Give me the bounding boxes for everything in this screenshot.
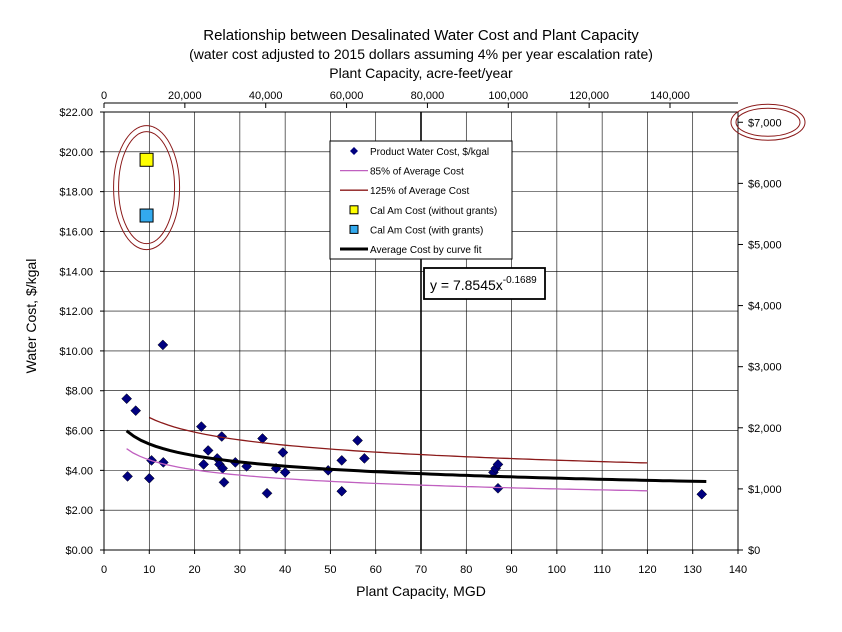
y-tick-label: $10.00	[59, 346, 93, 358]
x2-tick-label: 60,000	[330, 90, 364, 102]
x-axis-label: Plant Capacity, MGD	[356, 583, 486, 599]
x-tick-label: 40	[279, 564, 291, 576]
x-tick-label: 140	[729, 564, 747, 576]
y-axis-label: Water Cost, $/kgal	[23, 259, 39, 374]
plot-series	[121, 152, 708, 500]
y2-tick-label: $7,000	[748, 117, 782, 129]
y-tick-label: $4.00	[65, 465, 93, 477]
y2-tick-label: $4,000	[748, 301, 782, 313]
x-tick-label: 30	[234, 564, 246, 576]
data-point	[336, 455, 348, 466]
y-tick-label: $12.00	[59, 306, 93, 318]
y-tick-label: $22.00	[59, 107, 93, 119]
legend-label-cal-am-cost-without-grants: Cal Am Cost (without grants)	[370, 206, 497, 217]
x-tick-label: 100	[548, 564, 566, 576]
data-point	[130, 405, 142, 416]
legend-box	[329, 140, 513, 260]
data-point	[492, 482, 504, 494]
x-tick-label: 20	[188, 564, 200, 576]
data-point	[696, 488, 708, 500]
data-point	[202, 445, 214, 456]
chart-title: Relationship between Desalinated Water C…	[203, 27, 639, 44]
tick-labels: 0 10 20 30 40 50 60 70 80 90 100 110 120 130 140 $0.00 $…	[59, 90, 781, 576]
secondary-x-axis-label: Plant Capacity, acre-feet/year	[329, 65, 513, 81]
cal-am-cost-with-grants-marker	[139, 208, 154, 223]
125-of-average-cost-line	[149, 416, 648, 464]
equation-text: y = 7.8545x-0.1689	[430, 275, 537, 293]
y2-tick-label: $6,000	[748, 178, 782, 190]
x-tick-label: 60	[370, 564, 382, 576]
data-point	[352, 435, 363, 446]
y2-tick-label: $5,000	[748, 239, 782, 251]
85-of-average-cost-line	[126, 448, 648, 492]
average-cost-by-curve-fit-line	[125, 429, 707, 483]
legend-key-product-water-cost-kgal	[350, 147, 358, 155]
legend-key-cal-am-cost-without-grants	[349, 205, 359, 215]
x2-tick-label: 140,000	[650, 90, 690, 102]
data-point	[143, 472, 155, 484]
legend-label-cal-am-cost-with-grants: Cal Am Cost (with grants)	[370, 225, 483, 236]
legend-key-cal-am-cost-with-grants	[349, 224, 359, 234]
x-tick-label: 80	[460, 564, 472, 576]
data-point	[218, 476, 230, 488]
y2-tick-label: $0	[748, 545, 760, 557]
x-tick-label: 10	[143, 564, 155, 576]
x2-tick-label: 20,000	[168, 90, 202, 102]
x-tick-label: 50	[324, 564, 336, 576]
annotations: y = 7.8545x-0.1689	[113, 103, 806, 300]
chart-subtitle: (water cost adjusted to 2015 dollars ass…	[189, 46, 653, 62]
data-point	[121, 393, 132, 405]
x-tick-label: 0	[101, 564, 107, 576]
x2-tick-label: 100,000	[488, 90, 528, 102]
x2-tick-label: 80,000	[411, 90, 445, 102]
data-point	[198, 459, 209, 470]
cal-am-cost-without-grants-marker	[139, 152, 154, 167]
x-tick-label: 120	[638, 564, 656, 576]
y-tick-label: $18.00	[59, 187, 93, 199]
data-point	[359, 453, 370, 464]
y-tick-label: $8.00	[65, 386, 93, 398]
y-tick-label: $20.00	[59, 147, 93, 159]
y2-tick-label: $1,000	[748, 484, 782, 496]
legend-label-average-cost-by-curve-fit: Average Cost by curve fit	[370, 245, 482, 256]
data-point	[122, 470, 133, 482]
x-tick-label: 130	[684, 564, 702, 576]
x-tick-label: 90	[505, 564, 517, 576]
y2-highlight-ellipse-outer	[730, 103, 806, 141]
x2-tick-label: 40,000	[249, 90, 283, 102]
legend-label-125-of-average-cost: 125% of Average Cost	[370, 186, 470, 197]
x-tick-label: 70	[415, 564, 427, 576]
data-point	[279, 467, 291, 478]
data-point	[196, 421, 207, 432]
cal-am-highlight-ellipse-outer	[113, 125, 181, 251]
y-tick-label: $2.00	[65, 505, 93, 517]
x-tick-label: 110	[593, 564, 611, 576]
y-tick-label: $6.00	[65, 426, 93, 438]
legend-label-85-of-average-cost: 85% of Average Cost	[370, 167, 464, 178]
data-point	[216, 431, 228, 442]
legend-label-product-water-cost-kgal: Product Water Cost, $/kgal	[370, 147, 489, 158]
data-point	[336, 485, 348, 497]
equation-box	[423, 267, 546, 300]
data-point	[261, 487, 273, 499]
y2-tick-label: $3,000	[748, 362, 782, 374]
legend: Product Water Cost, $/kgal 85% of Average…	[329, 140, 513, 260]
x2-tick-label: 120,000	[569, 90, 609, 102]
y2-tick-label: $2,000	[748, 423, 782, 435]
y2-highlight-ellipse-inner	[735, 107, 801, 137]
data-point	[277, 447, 289, 458]
y-tick-label: $14.00	[59, 266, 93, 278]
data-point	[492, 459, 504, 470]
cal-am-highlight-ellipse-inner	[118, 131, 176, 245]
y-tick-label: $16.00	[59, 226, 93, 238]
x2-tick-label: 0	[101, 90, 107, 102]
data-point	[157, 339, 169, 351]
y-tick-label: $0.00	[65, 545, 93, 557]
data-point	[257, 433, 268, 444]
